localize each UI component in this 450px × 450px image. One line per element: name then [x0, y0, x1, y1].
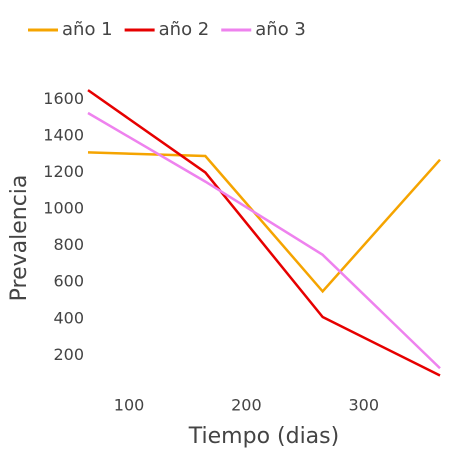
- data-line: [87, 151, 441, 294]
- legend-label: año 2: [159, 19, 210, 40]
- data-line: [87, 111, 441, 370]
- y-tick-label: 800: [53, 235, 84, 254]
- data-line: [87, 89, 441, 377]
- legend-label: año 1: [62, 19, 113, 40]
- y-tick-label: 1600: [43, 89, 84, 108]
- y-tick-label: 400: [53, 308, 84, 327]
- legend-label: año 3: [255, 19, 306, 40]
- y-tick-label: 1000: [43, 199, 84, 218]
- x-tick-label: 300: [348, 396, 379, 415]
- x-axis-title: Tiempo (dias): [188, 424, 339, 449]
- y-tick-label: 200: [53, 345, 84, 364]
- y-axis-title: Prevalencia: [7, 175, 32, 302]
- y-tick-label: 1400: [43, 125, 84, 144]
- y-tick-label: 600: [53, 272, 84, 291]
- x-tick-label: 200: [231, 396, 262, 415]
- x-tick-label: 100: [114, 396, 145, 415]
- y-tick-label: 1200: [43, 162, 84, 181]
